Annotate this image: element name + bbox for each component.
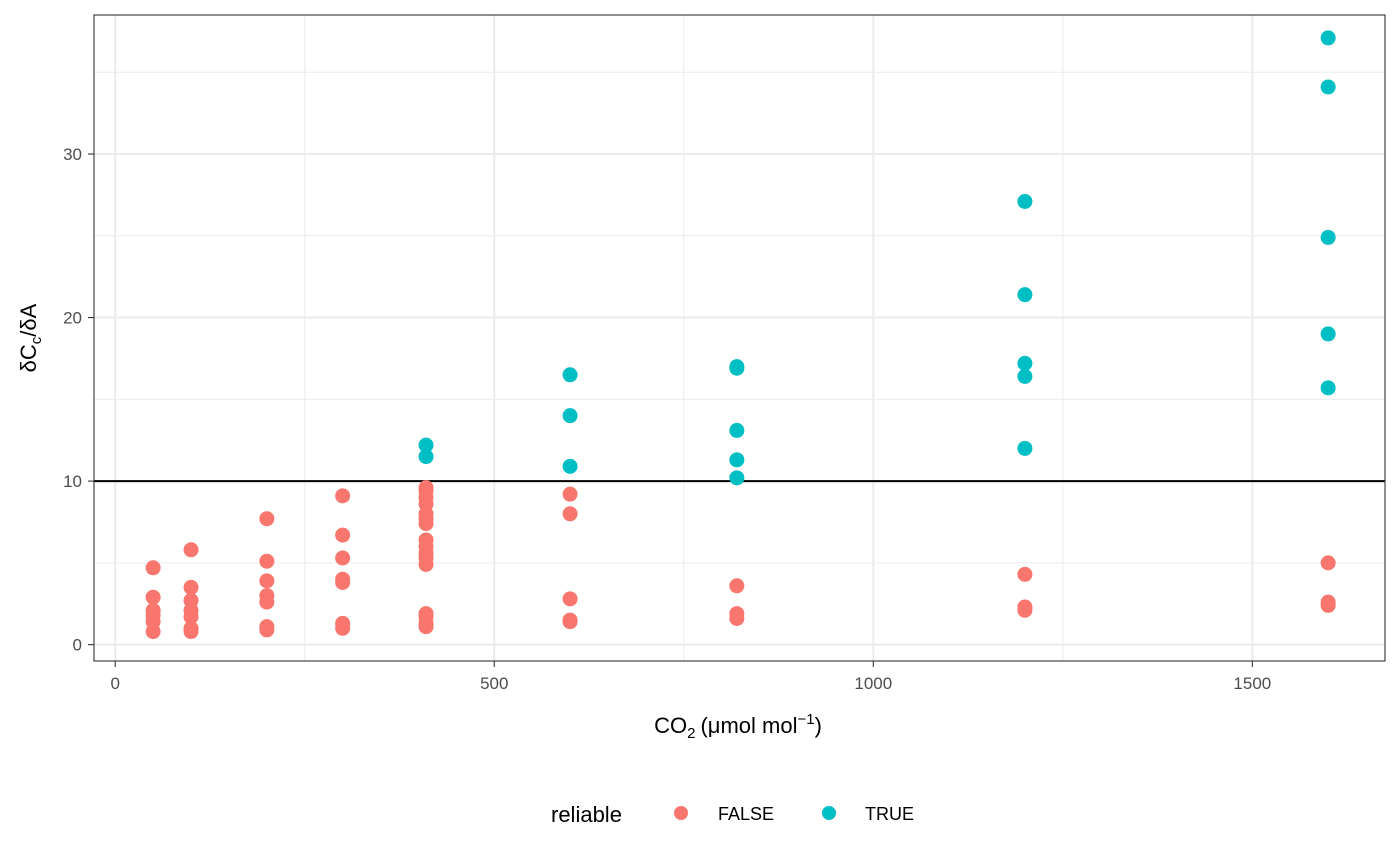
data-point-false [1017, 566, 1033, 582]
data-point-false [183, 609, 199, 625]
data-point-false [259, 553, 275, 569]
data-point-false [335, 488, 351, 504]
legend-title: reliable [551, 802, 622, 827]
data-point-true [1017, 193, 1033, 209]
data-point-true [1320, 229, 1336, 245]
y-tick-label: 30 [63, 145, 82, 164]
data-point-false [259, 622, 275, 638]
data-point-false [562, 486, 578, 502]
legend-key-false [674, 806, 688, 820]
data-point-true [1320, 380, 1336, 396]
data-point-true [729, 470, 745, 486]
x-tick-label: 1000 [854, 674, 892, 693]
panel-border [93, 14, 1386, 662]
data-point-false [729, 610, 745, 626]
legend: reliable FALSE TRUE [551, 802, 914, 827]
data-point-false [183, 579, 199, 595]
data-point-true [729, 422, 745, 438]
grid-layer [94, 15, 1385, 661]
data-point-false [183, 624, 199, 640]
y-axis-title: δCc/δA [16, 303, 45, 372]
x-axis-title-sub: 2 [687, 725, 695, 742]
data-point-false [418, 557, 434, 573]
y-axis-title-sub: c [28, 336, 45, 344]
x-axis-title-sup: −1 [797, 711, 814, 728]
data-point-false [1017, 602, 1033, 618]
points-layer [145, 30, 1336, 640]
x-axis-title: CO2 (μmol mol−1) [654, 711, 822, 742]
data-point-false [335, 574, 351, 590]
data-point-false [562, 614, 578, 630]
x-tick-label: 500 [480, 674, 508, 693]
data-point-false [562, 506, 578, 522]
series-true [418, 30, 1336, 486]
data-point-false [145, 624, 161, 640]
y-tick-label: 0 [73, 636, 82, 655]
data-point-false [259, 594, 275, 610]
data-point-false [1320, 597, 1336, 613]
data-point-true [729, 452, 745, 468]
data-point-true [1320, 326, 1336, 342]
y-tick-label: 20 [63, 309, 82, 328]
data-point-true [418, 437, 434, 453]
data-point-true [1017, 368, 1033, 384]
data-point-false [418, 619, 434, 635]
series-false [145, 480, 1336, 640]
legend-key-true [822, 806, 836, 820]
data-point-true [1017, 440, 1033, 456]
axis-layer: 0 500 1000 1500 0 10 20 30 [63, 145, 1271, 693]
data-point-false [335, 620, 351, 636]
x-axis-title-close: ) [815, 713, 822, 738]
data-point-true [1320, 30, 1336, 46]
data-point-true [562, 458, 578, 474]
data-point-true [562, 367, 578, 383]
data-point-true [729, 360, 745, 376]
legend-label-false: FALSE [718, 804, 774, 824]
legend-label-true: TRUE [865, 804, 914, 824]
data-point-false [729, 578, 745, 594]
x-axis-title-unit: (μmol mol [700, 713, 797, 738]
data-point-false [562, 591, 578, 607]
data-point-false [183, 542, 199, 558]
data-point-true [1017, 355, 1033, 371]
x-axis-title-main: CO [654, 713, 687, 738]
x-tick-label: 1500 [1233, 674, 1271, 693]
data-point-false [259, 511, 275, 527]
y-axis-title-main: δC [16, 344, 41, 372]
data-point-false [259, 573, 275, 589]
data-point-false [335, 550, 351, 566]
data-point-false [1320, 555, 1336, 571]
data-point-true [1017, 287, 1033, 303]
data-point-false [145, 560, 161, 576]
y-tick-label: 10 [63, 472, 82, 491]
data-point-true [562, 408, 578, 424]
data-point-true [1320, 79, 1336, 95]
x-tick-label: 0 [110, 674, 119, 693]
data-point-false [145, 589, 161, 605]
data-point-false [335, 527, 351, 543]
data-point-true [418, 449, 434, 465]
data-point-false [418, 516, 434, 532]
y-axis-title-tail: /δA [16, 303, 41, 336]
